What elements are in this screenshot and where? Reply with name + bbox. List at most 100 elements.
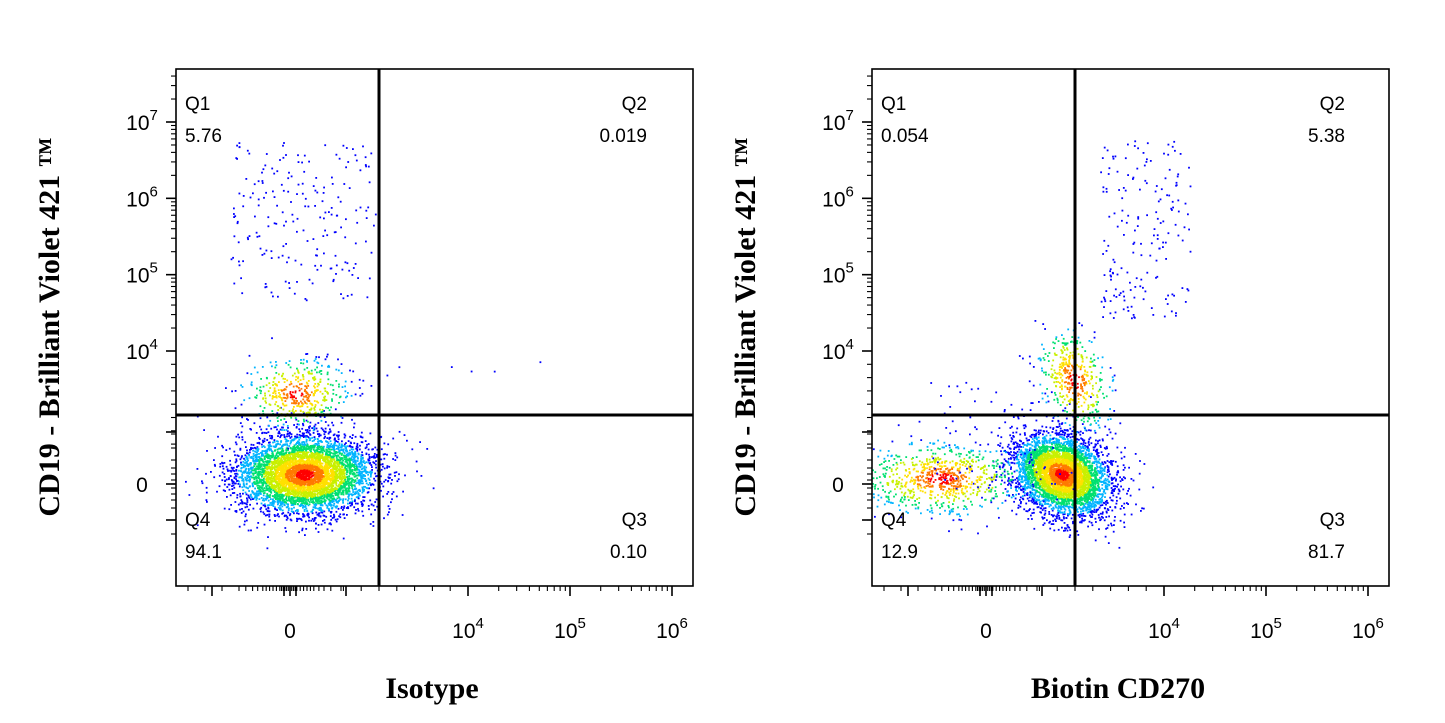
event-dot <box>294 485 297 488</box>
event-dot <box>257 494 260 497</box>
event-dot <box>287 473 290 475</box>
event-dot <box>325 487 328 490</box>
event-dot <box>222 467 225 470</box>
event-dot <box>307 459 309 462</box>
event-dot <box>298 428 301 431</box>
event-dot <box>333 479 336 482</box>
event-dot <box>304 464 307 466</box>
event-dot <box>291 462 294 465</box>
event-dot <box>342 476 345 478</box>
event-dot <box>368 482 371 484</box>
event-dot <box>278 432 281 435</box>
event-dot <box>339 516 342 519</box>
event-dot <box>308 503 311 506</box>
event-dot <box>368 457 371 460</box>
event-dot <box>318 434 321 437</box>
event-dot <box>348 466 351 468</box>
event-dot <box>302 465 304 467</box>
event-dot <box>338 515 340 518</box>
event-dot <box>352 454 355 457</box>
event-dot <box>293 477 296 480</box>
event-dot <box>256 460 259 463</box>
event-dot <box>298 490 301 493</box>
event-dot <box>285 518 288 521</box>
event-dot <box>257 475 260 477</box>
event-dot <box>281 479 284 482</box>
event-dot <box>333 471 336 473</box>
event-dot <box>364 440 367 442</box>
event-dot <box>289 518 292 521</box>
event-dot <box>239 476 242 479</box>
event-dot <box>286 516 289 518</box>
event-dot <box>292 449 295 452</box>
event-dot <box>340 506 343 508</box>
event-dot <box>285 468 288 471</box>
event-dot <box>206 450 208 452</box>
event-dot <box>353 463 356 465</box>
event-dot <box>272 489 275 492</box>
event-dot <box>281 505 284 508</box>
event-dot <box>246 505 249 508</box>
event-dot <box>308 519 310 522</box>
event-dot <box>267 496 270 499</box>
event-dot <box>338 471 341 474</box>
event-dot <box>355 482 358 485</box>
event-dot <box>301 490 304 493</box>
event-dot <box>312 460 314 462</box>
event-dot <box>316 444 319 446</box>
event-dot <box>349 458 352 461</box>
event-dot <box>340 454 343 456</box>
event-dot <box>299 443 302 446</box>
event-dot <box>280 455 283 458</box>
event-dot <box>285 451 288 453</box>
event-dot <box>327 485 330 487</box>
event-dot <box>347 502 349 505</box>
event-dot <box>281 512 284 515</box>
event-dot <box>317 481 320 484</box>
event-dot <box>244 491 247 494</box>
event-dot <box>362 482 364 485</box>
event-dot <box>382 465 384 468</box>
event-dot <box>292 493 295 496</box>
event-dot <box>329 459 332 462</box>
event-dot <box>273 464 276 466</box>
event-dot <box>420 475 423 477</box>
event-dot <box>326 487 329 490</box>
event-dot <box>260 493 262 495</box>
event-dot <box>300 519 303 522</box>
event-dot <box>251 490 254 492</box>
event-dot <box>316 493 318 496</box>
event-dot <box>334 518 337 521</box>
event-dot <box>298 487 301 490</box>
event-dot <box>327 424 330 427</box>
event-dot <box>285 452 287 455</box>
event-dot <box>308 426 310 428</box>
event-dot <box>313 454 316 457</box>
event-dot <box>314 493 316 495</box>
event-dot <box>285 480 288 483</box>
event-dot <box>261 450 264 452</box>
event-dot <box>305 490 308 493</box>
event-dot <box>356 502 359 505</box>
event-dot <box>305 507 308 510</box>
event-dot <box>371 471 373 473</box>
event-dot <box>303 510 306 512</box>
event-dot <box>387 443 390 446</box>
event-dot <box>286 449 289 451</box>
event-dot <box>319 440 322 443</box>
event-dot <box>273 484 276 487</box>
event-dot <box>340 481 342 484</box>
event-dot <box>341 485 344 488</box>
event-dot <box>318 457 321 459</box>
event-dot <box>384 479 387 481</box>
event-dot <box>285 501 287 504</box>
event-dot <box>352 489 354 491</box>
event-dot <box>274 508 277 511</box>
event-dot <box>315 449 318 451</box>
event-dot <box>275 485 278 487</box>
event-dot <box>340 457 343 459</box>
event-dot <box>341 452 343 455</box>
event-dot <box>300 484 303 487</box>
event-dot <box>306 444 308 447</box>
event-dot <box>287 494 289 497</box>
